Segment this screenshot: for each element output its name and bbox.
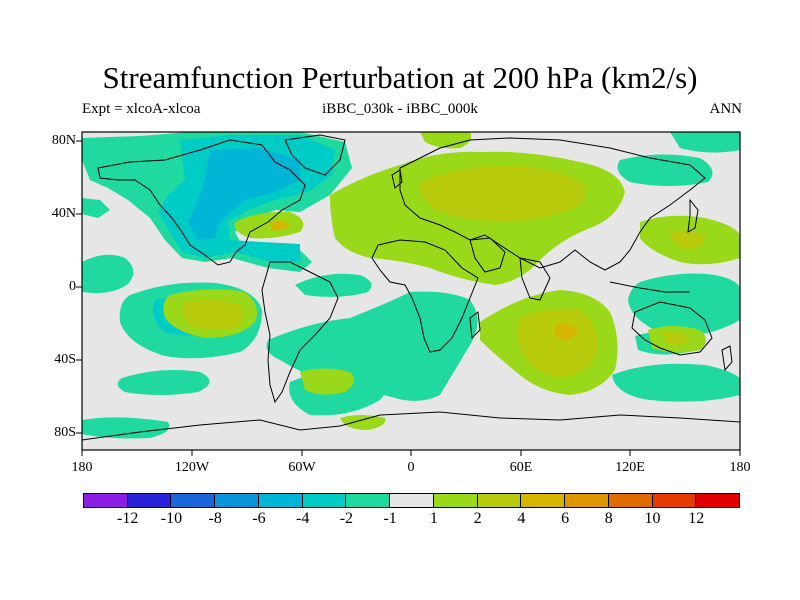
coast-australia	[631, 301, 713, 356]
coast-africa	[371, 239, 479, 353]
colorbar-label: -8	[208, 510, 222, 527]
region-indian-ocean-pos2	[516, 308, 599, 378]
coast-arabia	[469, 237, 506, 273]
coast-north-america	[97, 139, 306, 266]
positive-anomaly-regions-2	[182, 165, 705, 378]
region-argentina-pos	[300, 368, 354, 395]
region-canada-neg4	[188, 148, 300, 240]
colorbar-label: 10	[644, 510, 661, 527]
colorbar-swatch	[651, 493, 697, 508]
region-antarctic-pos	[340, 415, 386, 430]
coast-new-zealand	[721, 345, 733, 372]
x-tick-label: 0	[407, 460, 415, 475]
region-tropical-pacific-neg	[82, 254, 134, 293]
x-tick-label: 180	[71, 460, 93, 475]
colorbar-label: -10	[160, 510, 183, 527]
y-tick-label: 0	[69, 279, 76, 294]
colorbar-swatch	[257, 493, 303, 508]
y-tick-label: 80N	[51, 133, 76, 148]
colorbar-swatch	[695, 493, 741, 508]
negative-anomaly-regions-4	[188, 148, 300, 240]
region-us-east-pos4	[270, 220, 290, 231]
region-china-pos2	[670, 230, 705, 250]
x-tick-label: 60W	[288, 460, 316, 475]
region-antarctic-neg	[82, 417, 170, 439]
colorbar-swatch	[301, 493, 347, 508]
coast-indonesia	[609, 281, 690, 293]
coast-south-america	[261, 261, 339, 404]
colorbar-swatch	[476, 493, 522, 508]
x-tick-label: 120W	[174, 460, 210, 475]
colorbar-label: -2	[339, 510, 354, 527]
colorbar-swatch	[83, 493, 128, 508]
colorbar-swatch	[170, 493, 216, 508]
coast-india	[519, 257, 551, 301]
colorbar-swatch	[564, 493, 609, 508]
region-indian-ocean-south-neg	[612, 363, 740, 402]
region-australia-pos2	[660, 331, 690, 346]
colorbar-label: 2	[473, 510, 482, 527]
colorbar-swatch	[520, 493, 566, 508]
colorbar-label: 4	[517, 510, 526, 527]
coast-madagascar	[469, 311, 481, 340]
y-tick-label: 40N	[51, 206, 76, 221]
x-tick-label: 180	[729, 460, 751, 475]
experiment-label: Expt = xlcoA-xlcoa	[82, 101, 201, 117]
colorbar-swatch	[389, 493, 434, 508]
colorbar-label: 12	[688, 510, 705, 527]
y-tick-label: 40S	[54, 352, 76, 367]
positive-anomaly-regions-4	[270, 220, 578, 340]
coast-eurasia	[399, 137, 706, 271]
x-tick-label: 120E	[615, 460, 645, 475]
colorbar-label: 6	[561, 510, 570, 527]
region-atlantic-neg	[295, 273, 372, 297]
coastlines	[82, 134, 740, 441]
axis-ticks	[76, 140, 741, 456]
coast-japan	[687, 198, 699, 233]
colorbar-label: -6	[252, 510, 266, 527]
y-tick-label: 80S	[54, 425, 76, 440]
colorbar-swatch	[214, 493, 259, 508]
region-south-pacific-band-neg	[117, 370, 210, 395]
colorbar-swatch	[432, 493, 478, 508]
colorbar-label: 8	[604, 510, 613, 527]
x-tick-label: 60E	[509, 460, 533, 475]
colorbar-label: 1	[429, 510, 438, 527]
region-arctic-neg	[670, 132, 740, 153]
season-label: ANN	[709, 101, 743, 117]
coast-antarctica	[82, 411, 740, 441]
coast-uk	[391, 169, 403, 189]
colorbar-swatch	[126, 493, 172, 508]
colorbar-label: -12	[117, 510, 139, 527]
region-northeast-pacific-neg	[82, 198, 110, 218]
region-us-east-pos	[234, 211, 304, 239]
colorbar-label: -4	[295, 510, 310, 527]
region-eurasia-pos2	[419, 165, 586, 222]
colorbar-label: -1	[383, 510, 397, 527]
region-indian-ocean-pos4	[554, 323, 578, 340]
region-south-pacific-pos2	[182, 299, 244, 330]
coast-greenland	[284, 134, 346, 176]
map-title: Streamfunction Perturbation at 200 hPa (…	[102, 60, 698, 95]
colorbar-swatch	[607, 493, 653, 508]
region-east-pacific-neg	[617, 154, 713, 186]
region-west-pacific-neg	[628, 273, 740, 336]
colorbar	[83, 493, 741, 508]
region-northwest-africa-pos	[420, 132, 472, 149]
colorbar-swatch	[345, 493, 391, 508]
difference-label: iBBC_030k - iBBC_000k	[322, 101, 478, 117]
